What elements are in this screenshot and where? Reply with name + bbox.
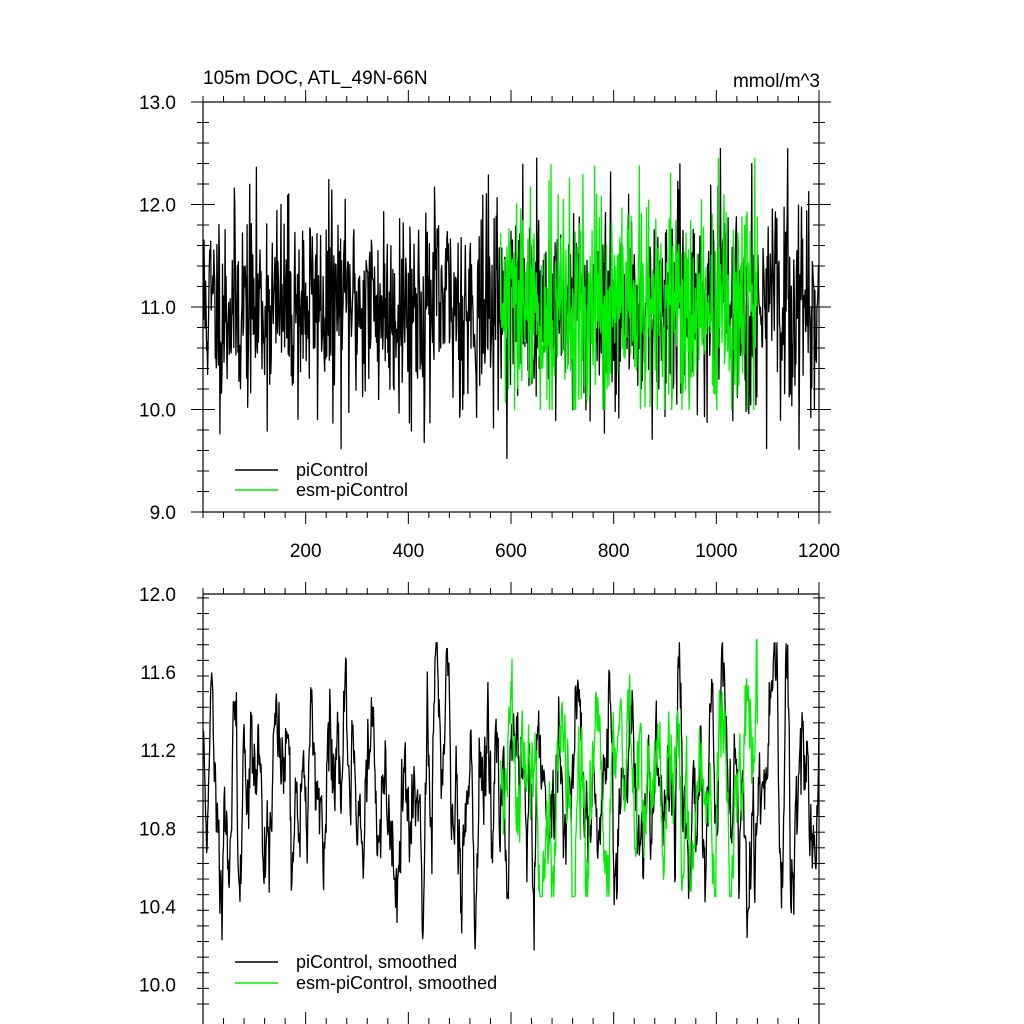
x-tick-label: 1200 xyxy=(798,541,840,562)
y-tick-label: 11.2 xyxy=(140,741,176,762)
x-tick-label: 600 xyxy=(495,541,527,562)
y-tick-label: 12.0 xyxy=(139,196,176,217)
top-plot-frame xyxy=(202,101,820,513)
top-chart-units: mmol/m^3 xyxy=(733,71,820,92)
y-tick-label: 11.6 xyxy=(140,663,176,684)
bottom-y-tick-labels: 10.0 10.4 10.8 11.2 11.6 12.0 xyxy=(139,585,176,996)
top-y-tick-labels: 9.0 10.0 11.0 12.0 13.0 xyxy=(139,93,176,524)
top-panel: 105m DOC, ATL_49N-66N mmol/m^3 200 400 600… xyxy=(139,68,840,562)
bottom-legend-label-esm-picontrol: esm-piControl, smoothed xyxy=(296,973,497,993)
top-chart-title: 105m DOC, ATL_49N-66N xyxy=(203,68,428,89)
y-tick-label: 10.4 xyxy=(139,897,176,918)
y-tick-label: 12.0 xyxy=(139,585,176,606)
top-legend-label-esm-picontrol: esm-piControl xyxy=(296,480,408,500)
y-tick-label: 10.0 xyxy=(139,975,176,996)
bottom-series-lines xyxy=(202,638,820,951)
series-line-esm-picontrol xyxy=(500,157,759,411)
bottom-legend: piControl, smoothed esm-piControl, smoot… xyxy=(235,952,497,993)
top-legend: piControl esm-piControl xyxy=(235,460,408,500)
x-tick-label: 400 xyxy=(392,541,424,562)
y-tick-label: 11.0 xyxy=(140,298,176,319)
y-tick-label: 10.8 xyxy=(139,819,176,840)
x-tick-label: 200 xyxy=(290,541,322,562)
top-legend-label-picontrol: piControl xyxy=(296,460,368,480)
bottom-legend-label-picontrol: piControl, smoothed xyxy=(296,952,457,972)
top-series-lines xyxy=(202,147,820,460)
series-line-esm-picontrol xyxy=(500,638,759,898)
x-tick-label: 800 xyxy=(598,541,630,562)
y-tick-label: 13.0 xyxy=(139,93,176,114)
x-tick-label: 1000 xyxy=(695,541,737,562)
bottom-panel: 10.0 10.4 10.8 11.2 11.6 12.0 piControl, smoo… xyxy=(139,582,825,1024)
y-tick-label: 10.0 xyxy=(139,401,176,422)
top-x-tick-labels: 200 400 600 800 1000 1200 xyxy=(290,541,840,562)
y-tick-label: 9.0 xyxy=(150,503,176,524)
bottom-axis-ticks xyxy=(197,582,825,1024)
